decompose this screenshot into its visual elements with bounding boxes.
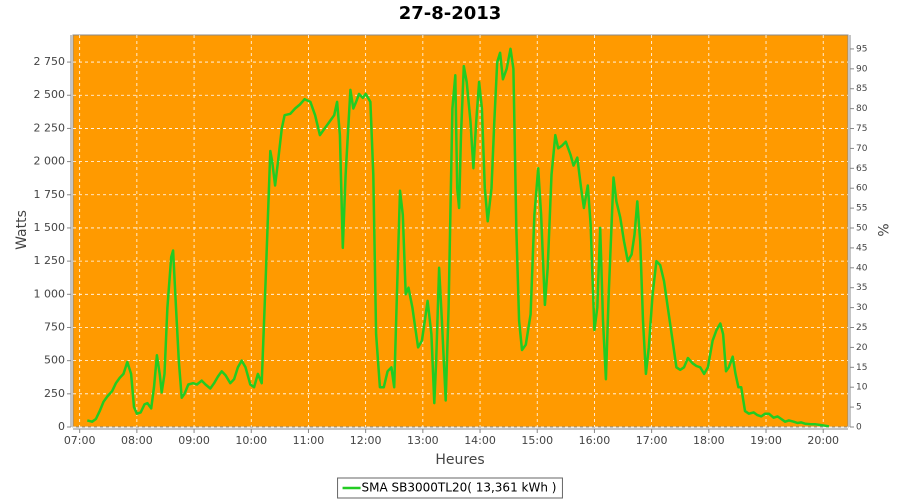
y2-tick-label: 20 [856, 343, 868, 353]
y2-tick-label: 15 [856, 363, 867, 373]
y2-tick-label: 75 [856, 124, 867, 134]
y-tick-label: 1 500 [34, 221, 66, 234]
chart-title: 27-8-2013 [399, 3, 502, 24]
y-tick-label: 750 [44, 320, 65, 333]
y-tick-label: 500 [44, 354, 65, 367]
y-tick-label: 0 [58, 420, 65, 433]
y2-tick-label: 60 [856, 184, 868, 194]
y-tick-label: 1 750 [34, 188, 66, 201]
x-tick-label: 20:00 [807, 434, 839, 447]
x-tick-label: 07:00 [64, 434, 96, 447]
legend-label: SMA SB3000TL20( 13,361 kWh ) [362, 481, 557, 495]
x-tick-label: 10:00 [235, 434, 267, 447]
y2-tick-label: 85 [856, 84, 867, 94]
y2-tick-label: 0 [856, 423, 862, 433]
y2-axis-label: % [874, 223, 890, 236]
x-tick-label: 17:00 [636, 434, 668, 447]
y2-tick-label: 95 [856, 44, 867, 54]
y2-tick-label: 35 [856, 283, 867, 293]
y2-tick-label: 5 [856, 403, 862, 413]
legend-box [337, 477, 563, 499]
y-tick-label: 2 500 [34, 88, 66, 101]
y-tick-label: 2 750 [34, 55, 66, 68]
x-tick-label: 16:00 [579, 434, 611, 447]
x-tick-label: 13:00 [407, 434, 439, 447]
x-tick-label: 11:00 [293, 434, 325, 447]
y2-tick-label: 65 [856, 164, 867, 174]
y2-tick-label: 55 [856, 204, 867, 214]
y2-tick-label: 50 [856, 224, 868, 234]
x-axis-label: Heures [435, 452, 484, 468]
x-tick-label: 12:00 [350, 434, 382, 447]
x-tick-label: 19:00 [750, 434, 782, 447]
x-tick-label: 18:00 [693, 434, 725, 447]
y-tick-label: 250 [44, 387, 65, 400]
x-tick-label: 08:00 [121, 434, 153, 447]
y-tick-label: 2 250 [34, 121, 66, 134]
y2-tick-label: 70 [856, 144, 868, 154]
x-tick-label: 15:00 [521, 434, 553, 447]
y2-tick-label: 90 [856, 64, 868, 74]
plot-area [72, 34, 849, 428]
data-line [86, 47, 830, 428]
y2-tick-label: 25 [856, 323, 867, 333]
y-tick-label: 1 000 [34, 287, 66, 300]
y-tick-label: 2 000 [34, 155, 66, 168]
y2-tick-label: 10 [856, 383, 868, 393]
x-tick-label: 09:00 [178, 434, 210, 447]
y-axis-label: Watts [14, 210, 30, 250]
y-tick-label: 1 250 [34, 254, 66, 267]
legend: SMA SB3000TL20( 13,361 kWh ) [337, 477, 563, 499]
y2-tick-label: 30 [856, 303, 868, 313]
y2-tick-label: 80 [856, 104, 868, 114]
x-tick-label: 14:00 [464, 434, 496, 447]
y2-tick-label: 45 [856, 243, 867, 253]
y2-tick-label: 40 [856, 263, 868, 273]
